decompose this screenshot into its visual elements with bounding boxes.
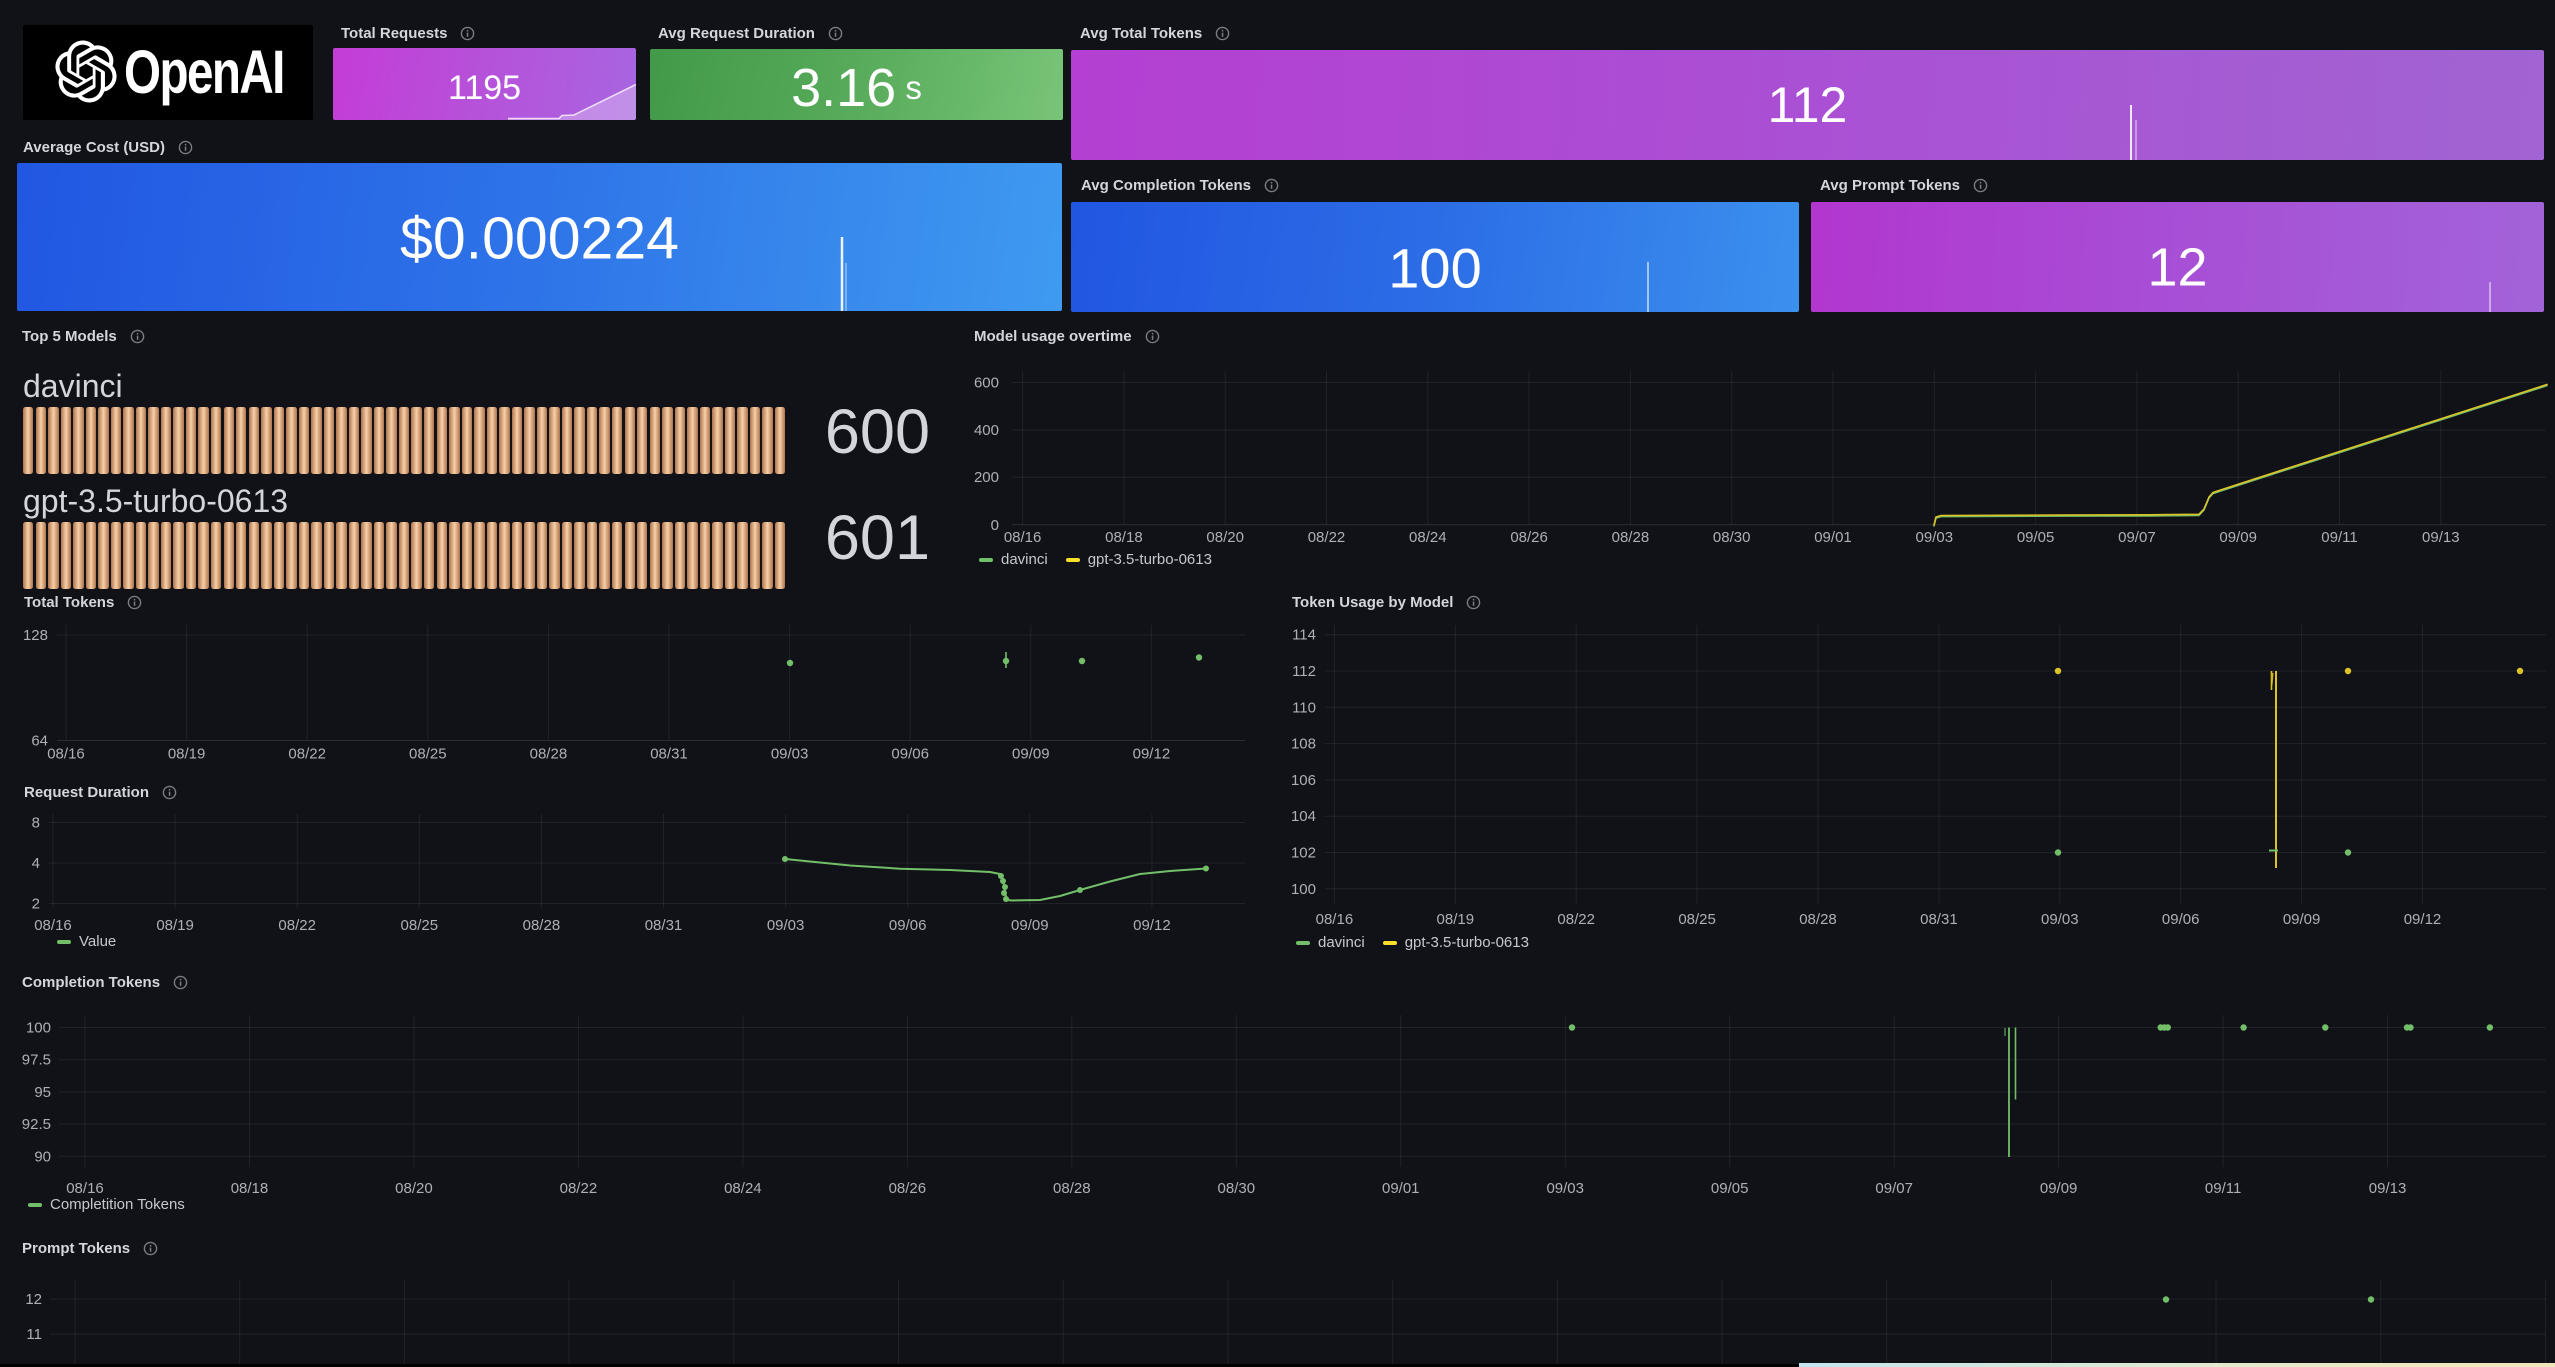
- svg-text:08/19: 08/19: [156, 917, 194, 934]
- svg-text:09/12: 09/12: [1133, 917, 1171, 934]
- svg-text:09/09: 09/09: [2040, 1180, 2078, 1197]
- svg-text:0: 0: [991, 517, 999, 534]
- svg-text:08/31: 08/31: [1920, 911, 1958, 928]
- svg-text:09/06: 09/06: [891, 746, 929, 763]
- svg-text:08/16: 08/16: [34, 917, 72, 934]
- svg-text:104: 104: [1291, 808, 1316, 825]
- svg-text:4: 4: [32, 855, 40, 872]
- svg-text:110: 110: [1292, 699, 1316, 716]
- svg-text:09/03: 09/03: [1546, 1180, 1584, 1197]
- svg-text:12: 12: [25, 1291, 42, 1308]
- svg-text:09/13: 09/13: [2369, 1180, 2407, 1197]
- svg-text:09/09: 09/09: [2219, 529, 2257, 546]
- svg-text:08/28: 08/28: [1799, 911, 1837, 928]
- svg-text:08/26: 08/26: [889, 1180, 927, 1197]
- svg-text:08/25: 08/25: [1678, 911, 1716, 928]
- svg-text:08/28: 08/28: [530, 746, 568, 763]
- svg-text:08/16: 08/16: [1004, 529, 1042, 546]
- svg-text:09/06: 09/06: [2162, 911, 2200, 928]
- svg-text:08/30: 08/30: [1218, 1180, 1256, 1197]
- svg-text:08/22: 08/22: [288, 746, 326, 763]
- svg-text:90: 90: [34, 1148, 51, 1165]
- svg-text:08/25: 08/25: [401, 917, 439, 934]
- svg-text:08/22: 08/22: [278, 917, 316, 934]
- svg-text:08/18: 08/18: [231, 1180, 269, 1197]
- svg-text:09/03: 09/03: [771, 746, 809, 763]
- svg-text:600: 600: [974, 375, 999, 392]
- svg-text:08/19: 08/19: [168, 746, 206, 763]
- svg-text:114: 114: [1292, 627, 1316, 644]
- svg-text:08/22: 08/22: [1308, 529, 1346, 546]
- svg-text:08/26: 08/26: [1510, 529, 1548, 546]
- svg-text:92.5: 92.5: [22, 1116, 51, 1133]
- svg-text:112: 112: [1292, 663, 1316, 680]
- svg-text:09/07: 09/07: [2118, 529, 2156, 546]
- svg-text:08/16: 08/16: [1316, 911, 1354, 928]
- svg-text:09/06: 09/06: [889, 917, 927, 934]
- svg-text:09/03: 09/03: [2041, 911, 2079, 928]
- svg-text:08/24: 08/24: [724, 1180, 762, 1197]
- svg-text:100: 100: [1291, 881, 1316, 898]
- svg-text:2: 2: [32, 896, 40, 913]
- svg-text:08/22: 08/22: [560, 1180, 598, 1197]
- svg-text:08/22: 08/22: [1557, 911, 1595, 928]
- svg-text:8: 8: [32, 815, 40, 832]
- svg-text:108: 108: [1291, 736, 1316, 753]
- svg-text:08/20: 08/20: [395, 1180, 433, 1197]
- svg-text:09/01: 09/01: [1814, 529, 1852, 546]
- svg-text:09/11: 09/11: [2321, 529, 2357, 546]
- svg-text:09/12: 09/12: [2404, 911, 2442, 928]
- svg-text:08/31: 08/31: [650, 746, 688, 763]
- svg-text:64: 64: [31, 733, 48, 750]
- svg-text:102: 102: [1291, 845, 1316, 862]
- svg-text:128: 128: [23, 627, 48, 644]
- svg-text:08/30: 08/30: [1713, 529, 1751, 546]
- svg-text:09/01: 09/01: [1382, 1180, 1420, 1197]
- svg-text:09/13: 09/13: [2422, 529, 2460, 546]
- svg-text:09/12: 09/12: [1133, 746, 1171, 763]
- svg-text:09/09: 09/09: [1011, 917, 1049, 934]
- svg-text:09/03: 09/03: [1916, 529, 1954, 546]
- svg-text:08/28: 08/28: [1612, 529, 1650, 546]
- svg-text:08/31: 08/31: [645, 917, 683, 934]
- svg-text:08/28: 08/28: [1053, 1180, 1091, 1197]
- svg-text:97.5: 97.5: [22, 1052, 51, 1069]
- svg-text:200: 200: [974, 469, 999, 486]
- svg-text:106: 106: [1291, 772, 1316, 789]
- svg-text:09/09: 09/09: [1012, 746, 1050, 763]
- svg-text:09/09: 09/09: [2283, 911, 2321, 928]
- svg-text:08/18: 08/18: [1105, 529, 1143, 546]
- svg-text:09/05: 09/05: [1711, 1180, 1749, 1197]
- svg-text:08/28: 08/28: [523, 917, 561, 934]
- svg-text:08/24: 08/24: [1409, 529, 1447, 546]
- svg-text:09/07: 09/07: [1875, 1180, 1913, 1197]
- svg-text:09/11: 09/11: [2205, 1180, 2241, 1197]
- svg-text:08/16: 08/16: [66, 1180, 104, 1197]
- svg-text:08/19: 08/19: [1437, 911, 1475, 928]
- svg-text:09/05: 09/05: [2017, 529, 2055, 546]
- svg-text:100: 100: [26, 1020, 51, 1037]
- svg-text:08/20: 08/20: [1206, 529, 1244, 546]
- svg-text:95: 95: [34, 1084, 51, 1101]
- svg-text:11: 11: [26, 1326, 42, 1343]
- svg-text:08/25: 08/25: [409, 746, 447, 763]
- svg-text:400: 400: [974, 422, 999, 439]
- svg-text:08/16: 08/16: [47, 746, 85, 763]
- svg-text:09/03: 09/03: [767, 917, 805, 934]
